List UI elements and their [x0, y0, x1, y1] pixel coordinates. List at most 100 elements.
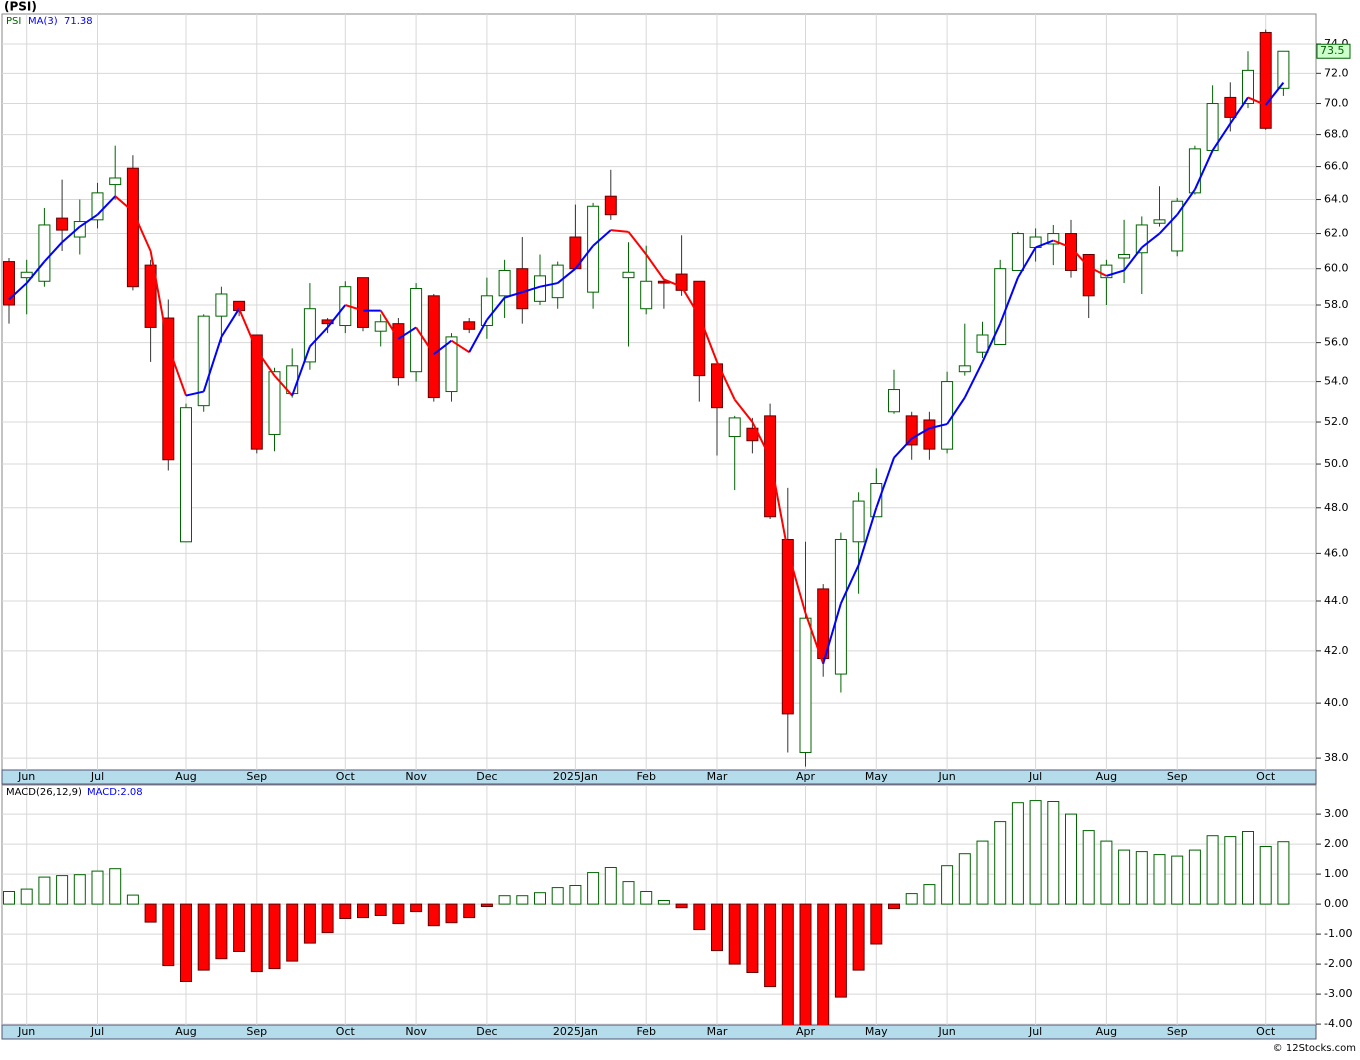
- candle-body: [781, 538, 794, 715]
- macd-bar: [711, 903, 723, 952]
- y-tick-label: 72.0: [1324, 66, 1349, 79]
- x-tick-label: Sep: [1167, 770, 1188, 783]
- y-tick-label: 2.00: [1324, 837, 1349, 850]
- ma-segment: [79, 213, 99, 228]
- ma-segment: [769, 457, 789, 552]
- ma-segment: [1017, 246, 1037, 279]
- x-tick-label: Aug: [1096, 770, 1117, 783]
- ma-segment: [574, 245, 594, 270]
- ma-segment: [592, 229, 612, 247]
- candle-body: [923, 419, 936, 450]
- x-tick-label: Feb: [636, 1025, 655, 1038]
- ma-segment: [468, 319, 488, 353]
- x-tick-label: Apr: [796, 1025, 816, 1038]
- macd-bar: [1153, 854, 1166, 905]
- macd-bar: [3, 891, 15, 905]
- macd-bar: [1171, 855, 1184, 905]
- y-tick-label: 70.0: [1324, 97, 1349, 110]
- macd-bar: [20, 888, 33, 905]
- macd-bar: [1188, 849, 1201, 905]
- ma-segment: [645, 253, 665, 281]
- ma-segment: [733, 398, 754, 423]
- y-tick-label: 42.0: [1324, 644, 1349, 657]
- y-tick-label: 66.0: [1324, 160, 1349, 173]
- candle-body: [1082, 253, 1095, 297]
- legend-symbol: PSI: [6, 16, 21, 27]
- ma-segment: [946, 397, 966, 425]
- ma-segment: [326, 304, 347, 329]
- ma-segment: [433, 339, 453, 355]
- ma-segment: [680, 286, 701, 317]
- candle-body: [1065, 233, 1077, 271]
- macd-bar: [126, 894, 139, 905]
- candle-body: [958, 365, 971, 373]
- x-tick-label: Jul: [1028, 1025, 1042, 1038]
- macd-bar: [268, 903, 281, 970]
- macd-bar: [250, 903, 263, 973]
- ma-segment: [255, 349, 276, 377]
- candle-body: [675, 273, 688, 291]
- y-tick-label: -2.00: [1324, 957, 1352, 970]
- y-tick-label: 58.0: [1324, 298, 1349, 311]
- candle-body: [1047, 233, 1060, 245]
- macd-bar: [180, 903, 192, 982]
- candle-body: [817, 588, 830, 660]
- ma-segment: [185, 390, 204, 397]
- ma-segment: [504, 291, 523, 299]
- macd-bar: [109, 868, 122, 905]
- candle-body: [1188, 148, 1201, 194]
- macd-bar: [1206, 835, 1219, 905]
- macd-bar: [144, 903, 157, 923]
- y-tick-label: -3.00: [1324, 987, 1352, 1000]
- macd-bar: [374, 903, 387, 916]
- macd-bar: [91, 870, 104, 905]
- candle-body: [516, 268, 529, 310]
- macd-bar: [746, 903, 759, 973]
- ma-segment: [43, 241, 63, 263]
- candle-body: [480, 295, 493, 327]
- macd-bar: [657, 900, 670, 905]
- ma-segment: [839, 564, 860, 604]
- candle-body: [357, 277, 369, 328]
- ma-segment: [486, 297, 506, 321]
- ma-segment: [1193, 150, 1214, 190]
- ma-segment: [114, 195, 134, 213]
- ma-segment: [522, 285, 541, 294]
- ma-segment: [999, 277, 1019, 325]
- macd-bar: [569, 885, 582, 905]
- ma-segment: [1211, 123, 1232, 152]
- macd-bar: [162, 903, 175, 967]
- candle-body: [144, 264, 157, 328]
- macd-bar: [870, 903, 883, 945]
- x-tick-label: Apr: [796, 770, 816, 783]
- x-tick-label: Oct: [336, 770, 356, 783]
- macd-bar: [1259, 846, 1272, 905]
- candle-body: [126, 167, 139, 288]
- candle-body: [56, 217, 69, 231]
- ma-segment: [415, 326, 435, 355]
- y-tick-label: 64.0: [1324, 193, 1349, 206]
- x-tick-label: Dec: [476, 770, 497, 783]
- x-tick-label: Mar: [707, 770, 728, 783]
- y-tick-label: 48.0: [1324, 501, 1349, 514]
- candle-body: [91, 192, 104, 221]
- x-tick-label: Jul: [90, 1025, 104, 1038]
- candle-body: [1259, 31, 1272, 129]
- ma-segment: [1264, 81, 1285, 106]
- candle-body: [1242, 69, 1254, 105]
- legend-ma: MA(3): [28, 16, 58, 27]
- macd-bar: [1011, 802, 1024, 905]
- x-tick-label: Nov: [405, 1025, 427, 1038]
- ma-segment: [220, 308, 240, 338]
- candle-body: [799, 617, 812, 753]
- macd-bar: [622, 881, 635, 905]
- candle-body: [1118, 253, 1131, 259]
- ma-segment: [8, 282, 28, 301]
- macd-bar: [38, 876, 51, 905]
- ma-segment: [716, 361, 736, 401]
- macd-bar: [1100, 840, 1113, 905]
- macd-bar: [286, 903, 299, 962]
- ma-segment: [557, 267, 577, 284]
- candle-body: [463, 321, 476, 330]
